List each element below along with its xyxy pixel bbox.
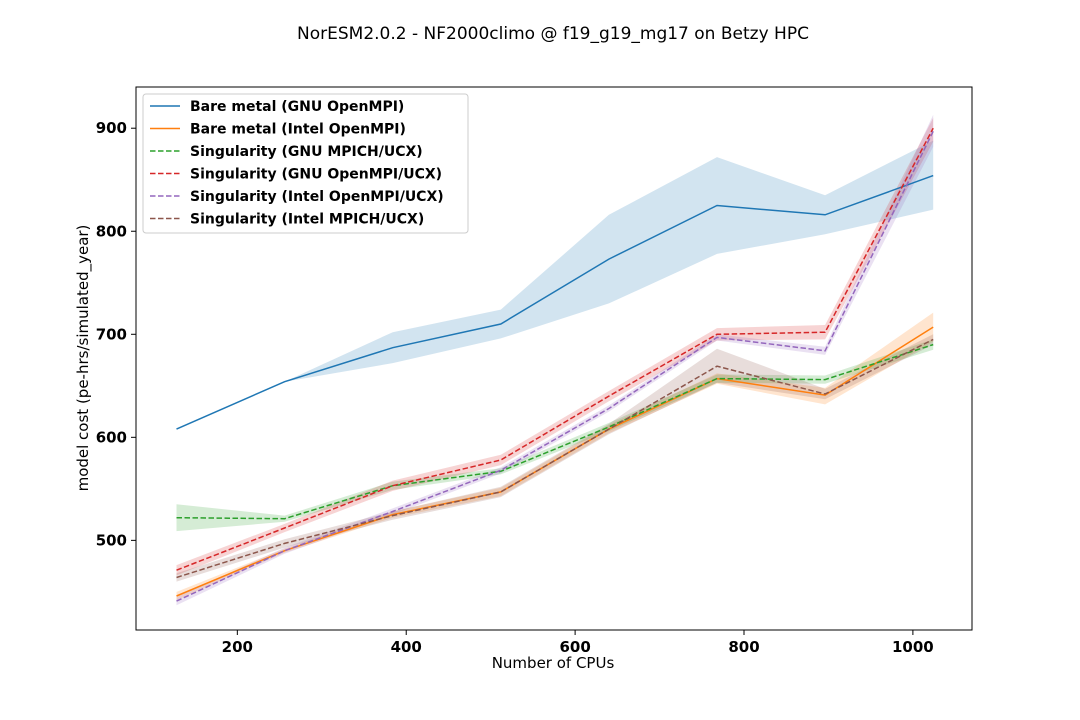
x-axis-label: Number of CPUs (492, 654, 615, 672)
chart-title: NorESM2.0.2 - NF2000climo @ f19_g19_mg17… (297, 24, 809, 44)
y-tick-label: 900 (96, 119, 127, 137)
legend-label: Bare metal (GNU OpenMPI) (190, 99, 404, 115)
legend-label: Bare metal (Intel OpenMPI) (190, 122, 406, 138)
y-tick-label: 600 (96, 428, 127, 446)
band-series-3 (176, 339, 934, 532)
x-axis: 200 400 600 800 1000 (222, 630, 934, 656)
x-tick-label: 800 (728, 638, 759, 656)
legend-label: Singularity (Intel OpenMPI/UCX) (190, 189, 444, 205)
plot-frame (135, 86, 973, 631)
band-series-6 (176, 334, 934, 582)
x-tick-label: 200 (222, 638, 253, 656)
legend-box (142, 93, 469, 234)
legend-label: Singularity (GNU MPICH/UCX) (190, 144, 423, 160)
legend-label: Singularity (Intel MPICH/UCX) (190, 212, 424, 228)
series-lines (176, 127, 934, 602)
x-tick-label: 1000 (892, 638, 934, 656)
legend-label: Singularity (GNU OpenMPI/UCX) (190, 167, 442, 183)
y-tick-label: 700 (96, 325, 127, 343)
x-tick-label: 400 (391, 638, 422, 656)
y-tick-label: 500 (96, 531, 127, 549)
y-axis: 500 600 700 800 900 (96, 119, 136, 549)
y-axis-label: model cost (pe-hrs/simulated_year) (74, 225, 93, 492)
legend: Bare metal (GNU OpenMPI) Bare metal (Inte… (142, 93, 469, 234)
x-tick-label: 600 (559, 638, 590, 656)
line-series-1 (176, 174, 934, 430)
band-series-2 (176, 312, 934, 601)
line-series-5 (176, 130, 934, 602)
line-series-4 (176, 127, 934, 571)
line-series-3 (176, 343, 934, 520)
line-series-6 (176, 338, 934, 579)
y-tick-label: 800 (96, 222, 127, 240)
